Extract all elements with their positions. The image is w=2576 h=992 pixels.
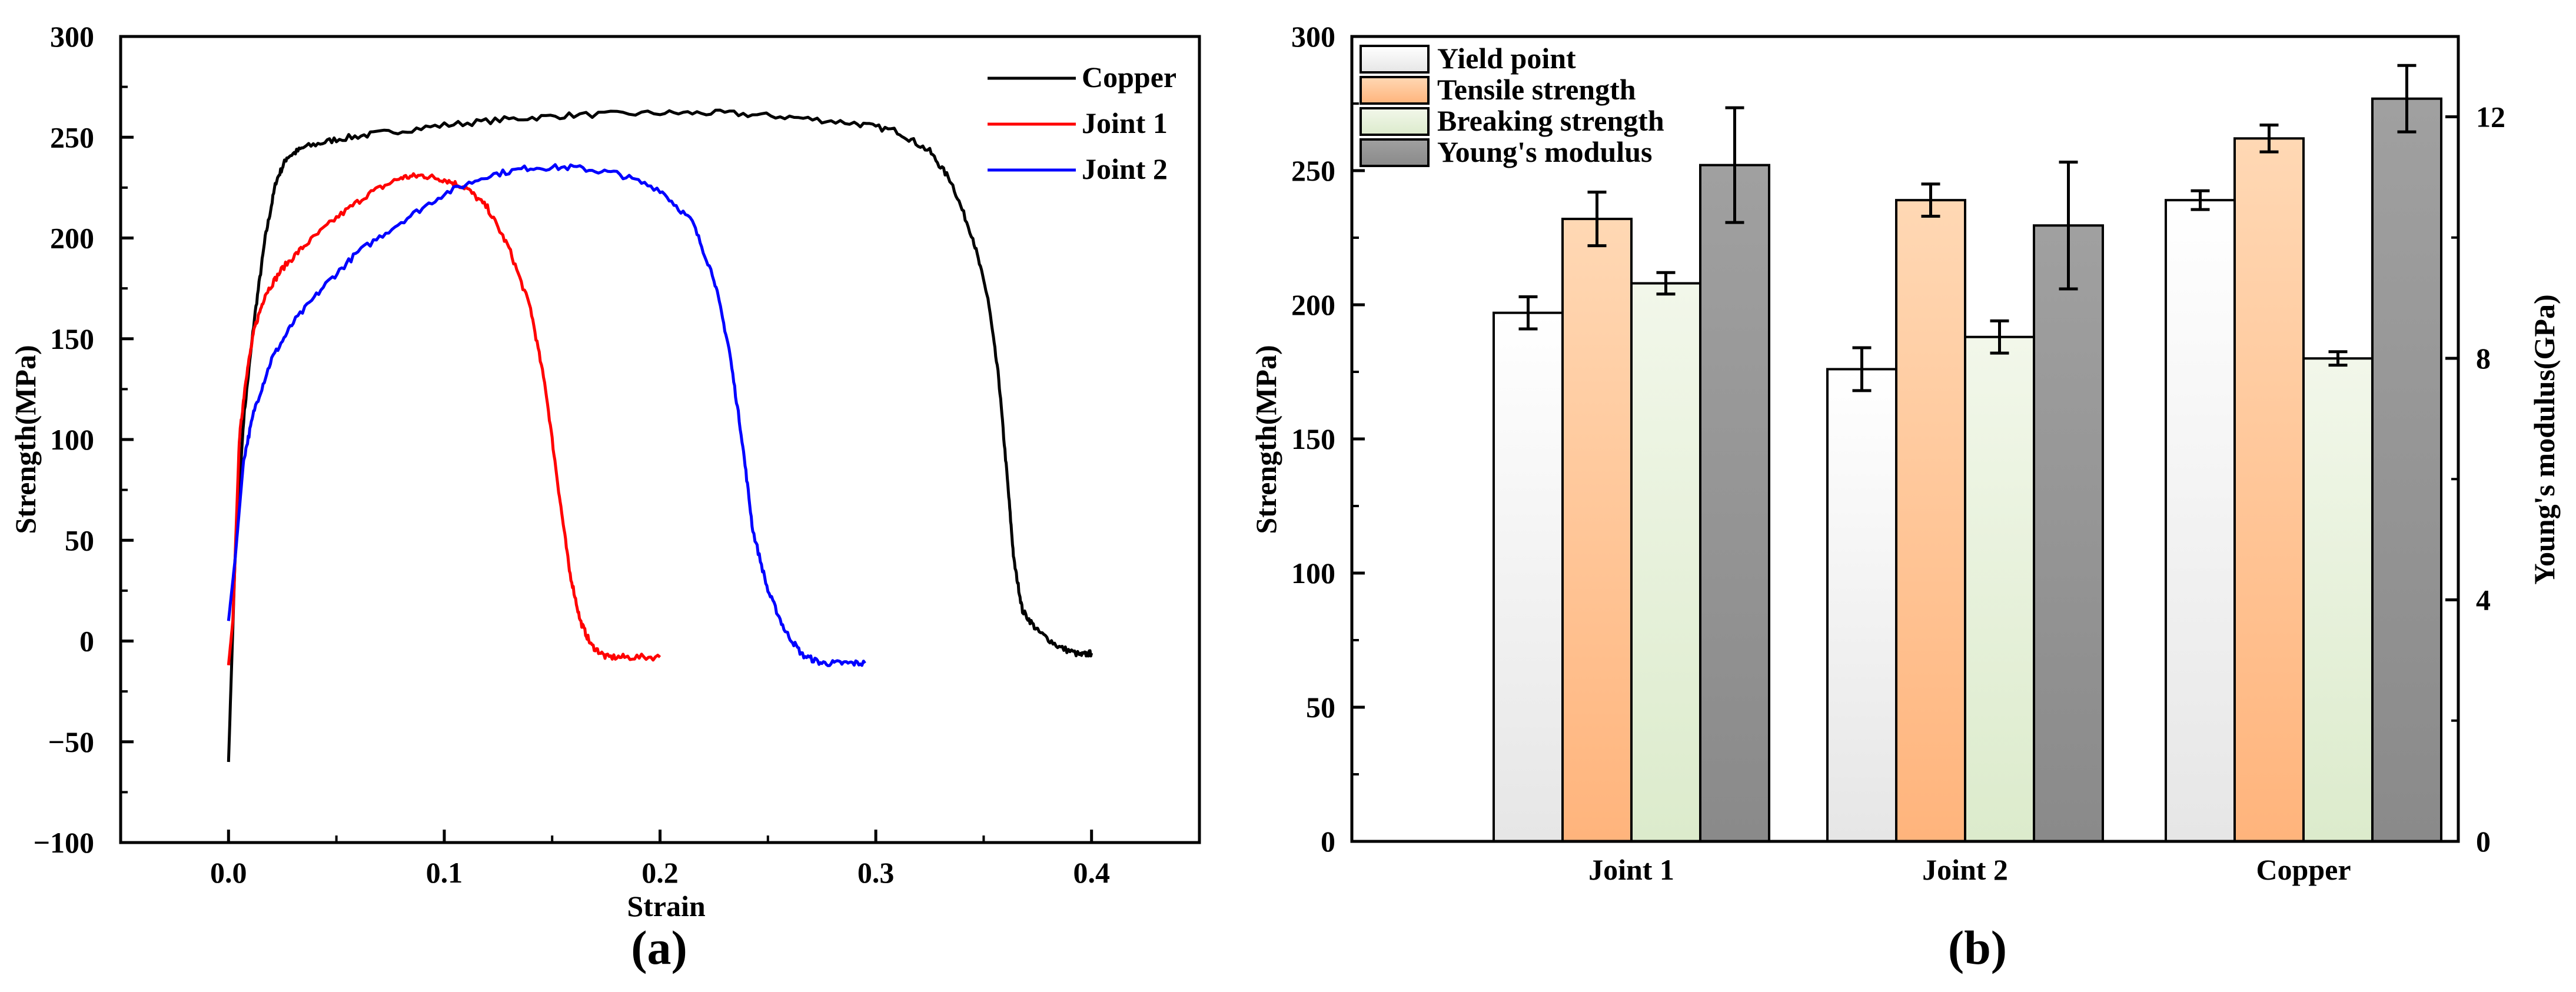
y-tick-label: 300	[50, 20, 94, 53]
y2-tick-label: 8	[2476, 342, 2491, 375]
x-tick-label: 0.1	[426, 856, 463, 889]
legend-swatch-young-s-modulus	[1360, 138, 1430, 167]
panel-a-axes: −100 −50 0 50 100 150 200 250 300 0.0 0.1 0.2 0.3 0.4	[34, 20, 1201, 889]
y-tick-label: 300	[1291, 20, 1335, 53]
legend-label-breaking-strength: Breaking strength	[1437, 104, 1664, 137]
y-tick-label: −100	[34, 826, 95, 859]
bar-yield-point-joint-2	[1826, 368, 1897, 843]
y-tick-label: −50	[48, 725, 95, 758]
bar-young-s-modulus-joint-2	[2033, 224, 2104, 843]
series-line-joint-1	[227, 172, 662, 665]
x-tick-label: 0.0	[210, 856, 247, 889]
x-tick-label: 0.4	[1073, 856, 1110, 889]
panel-b-label: (b)	[1948, 921, 2007, 974]
y-tick-label: 250	[50, 121, 94, 154]
series-line-joint-2	[227, 163, 866, 667]
bar-young-s-modulus-copper	[2371, 97, 2442, 843]
panel-a-label: (a)	[631, 921, 687, 974]
bar-breaking-strength-copper	[2302, 357, 2374, 843]
y-tick-label: 100	[1291, 557, 1335, 590]
bar-breaking-strength-joint-2	[1964, 335, 2035, 843]
y-tick-label: 150	[50, 322, 94, 355]
y2-tick-label: 12	[2476, 100, 2505, 133]
legend-label-joint-2: Joint 2	[1082, 152, 1168, 185]
panel-a-x-axis-title: Strain	[627, 890, 706, 923]
panel-a-curves	[227, 108, 1093, 763]
legend-label-young-s-modulus: Young's modulus	[1437, 135, 1652, 168]
bar-young-s-modulus-joint-1	[1699, 164, 1770, 843]
panel-b-axes: 0 50 100 150 200 250 300 0 4 8 12	[1291, 20, 2505, 858]
bar-yield-point-copper	[2165, 199, 2236, 843]
panel-b-bar-chart: Joint 1 Joint 2 Copper 0501001502002503000…	[1249, 20, 2561, 974]
x-tick-label: 0.3	[857, 856, 895, 889]
y-tick-label: 0	[1321, 825, 1335, 858]
bar-breaking-strength-joint-1	[1630, 282, 1701, 843]
panel-b-y2-axis-title: Young's modulus(GPa)	[2528, 294, 2561, 584]
x-category-label-joint-1: Joint 1	[1588, 853, 1674, 886]
y-tick-label: 200	[50, 222, 94, 255]
y-tick-label: 50	[1306, 691, 1335, 724]
bar-tensile-strength-joint-2	[1895, 199, 1966, 843]
bar-tensile-strength-joint-1	[1561, 218, 1633, 843]
panel-b-bars: Joint 1 Joint 2 Copper	[1493, 64, 2442, 886]
legend-swatch-breaking-strength	[1360, 107, 1430, 136]
y-tick-label: 100	[50, 423, 94, 456]
legend-label-joint-1: Joint 1	[1082, 106, 1168, 139]
y2-tick-label: 0	[2476, 825, 2491, 858]
y-tick-label: 150	[1291, 422, 1335, 455]
legend-label-yield-point: Yield point	[1437, 42, 1576, 75]
y-tick-label: 250	[1291, 154, 1335, 187]
series-line-copper	[227, 108, 1093, 763]
panel-a-y-axis-title: Strength(MPa)	[9, 345, 42, 534]
y2-tick-label: 4	[2476, 583, 2491, 616]
y-tick-label: 0	[79, 625, 94, 658]
x-category-label-copper: Copper	[2256, 853, 2351, 886]
y-tick-label: 50	[65, 524, 94, 557]
legend-label-copper: Copper	[1082, 61, 1176, 94]
legend-swatch-tensile-strength	[1360, 76, 1430, 105]
x-category-label-joint-2: Joint 2	[1922, 853, 2008, 886]
panel-b-y-axis-title: Strength(MPa)	[1249, 345, 1282, 534]
legend-swatch-yield-point	[1360, 45, 1430, 74]
legend-label-tensile-strength: Tensile strength	[1437, 73, 1636, 106]
x-tick-label: 0.2	[641, 856, 679, 889]
panel-a-plot-frame	[119, 35, 1201, 844]
panel-a-line-chart: −100 −50 0 50 100 150 200 250 300 0.0 0.1 0.2 0.3 0.4…	[9, 20, 1201, 974]
bar-yield-point-joint-1	[1493, 311, 1564, 843]
panel-a-legend: Copper Joint 1 Joint 2	[988, 61, 1176, 185]
bar-tensile-strength-copper	[2233, 137, 2305, 843]
y-tick-label: 200	[1291, 288, 1335, 321]
